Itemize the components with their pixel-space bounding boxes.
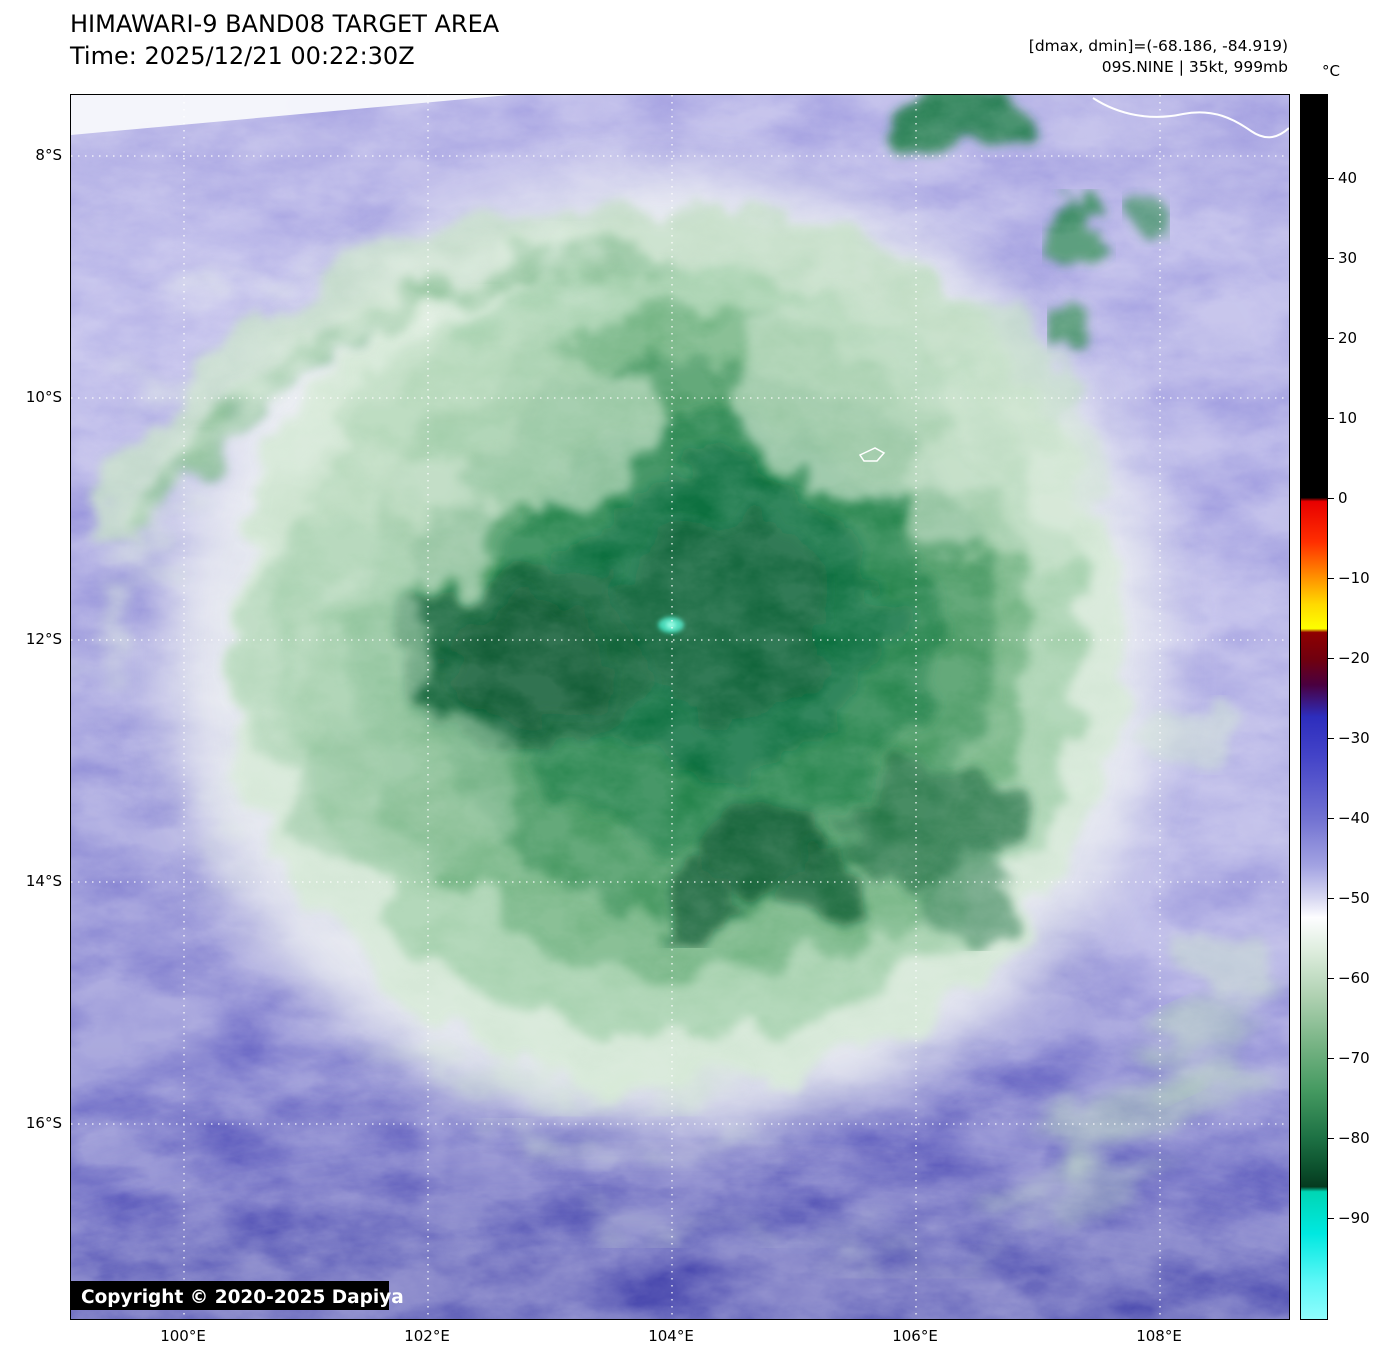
colorbar-tick-label: 40 — [1338, 169, 1358, 187]
colorbar-tickmark — [1327, 258, 1334, 259]
satellite-map: Copyright © 2020-2025 Dapiya — [70, 94, 1290, 1320]
page-title: HIMAWARI-9 BAND08 TARGET AREA — [70, 10, 500, 38]
header-stats: [dmax, dmin]=(-68.186, -84.919) 09S.NINE… — [1029, 36, 1288, 78]
colorbar-tick-label: −70 — [1338, 1049, 1370, 1067]
colorbar-tickmark — [1327, 498, 1334, 499]
timestamp-label: Time: 2025/12/21 00:22:30Z — [70, 42, 415, 70]
copyright-label: Copyright © 2020-2025 Dapiya — [81, 1287, 404, 1308]
graticule-grid — [71, 95, 1289, 1319]
satellite-image: Copyright © 2020-2025 Dapiya — [71, 95, 1289, 1319]
colorbar-tick-label: 30 — [1338, 249, 1358, 267]
colorbar-tickmark — [1327, 978, 1334, 979]
lon-tick-label: 102°E — [404, 1327, 450, 1345]
lat-tick-label: 16°S — [25, 1114, 62, 1132]
lat-tick-label: 10°S — [25, 388, 62, 406]
colorbar-tickmark — [1327, 1058, 1334, 1059]
copyright-bar: Copyright © 2020-2025 Dapiya — [71, 1281, 404, 1310]
colorbar-tickmark — [1327, 658, 1334, 659]
colorbar-tickmark — [1327, 898, 1334, 899]
colorbar-tick-label: 0 — [1338, 489, 1348, 507]
colorbar-tick-label: −60 — [1338, 969, 1370, 987]
colorbar-tickmark — [1327, 338, 1334, 339]
colorbar-tick-label: −30 — [1338, 729, 1370, 747]
colorbar-tickmark — [1327, 418, 1334, 419]
storm-info-label: 09S.NINE | 35kt, 999mb — [1101, 58, 1288, 76]
colorbar-tick-label: −90 — [1338, 1209, 1370, 1227]
colorbar-tick-label: −40 — [1338, 809, 1370, 827]
colorbar-tickmark — [1327, 1218, 1334, 1219]
colorbar-tick-label: −50 — [1338, 889, 1370, 907]
lat-tick-label: 14°S — [25, 872, 62, 890]
coastline — [1092, 97, 1289, 139]
colorbar-unit-label: °C — [1322, 62, 1340, 80]
lon-tick-label: 104°E — [648, 1327, 694, 1345]
colorbar-tickmark — [1327, 178, 1334, 179]
dmax-dmin-label: [dmax, dmin]=(-68.186, -84.919) — [1028, 37, 1288, 55]
lon-tick-label: 108°E — [1136, 1327, 1182, 1345]
colorbar-tick-label: −80 — [1338, 1129, 1370, 1147]
colorbar-tick-label: −20 — [1338, 649, 1370, 667]
colorbar-tickmark — [1327, 578, 1334, 579]
lat-tick-label: 8°S — [35, 146, 62, 164]
lon-tick-label: 100°E — [160, 1327, 206, 1345]
cloud-texture-fine — [71, 95, 1289, 1319]
colorbar-tickmark — [1327, 738, 1334, 739]
scan-edge-wedge — [71, 95, 509, 135]
temperature-colorbar — [1300, 94, 1328, 1320]
lat-tick-label: 12°S — [25, 630, 62, 648]
colorbar-tick-label: −10 — [1338, 569, 1370, 587]
island-outline — [858, 447, 886, 462]
colorbar-tick-label: 10 — [1338, 409, 1358, 427]
colorbar-tick-label: 20 — [1338, 329, 1358, 347]
colorbar-tickmark — [1327, 818, 1334, 819]
colorbar-tickmark — [1327, 1138, 1334, 1139]
lon-tick-label: 106°E — [892, 1327, 938, 1345]
